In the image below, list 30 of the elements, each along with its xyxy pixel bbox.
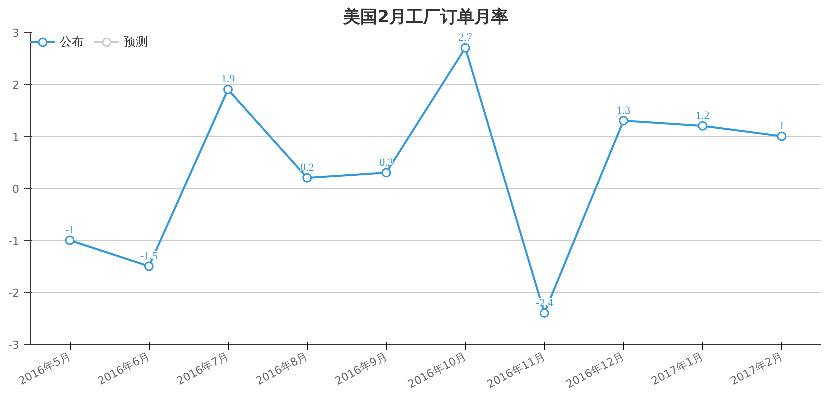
chart-title: 美国2月工厂订单月率 <box>342 8 508 28</box>
legend-label: 公布 <box>60 34 84 50</box>
data-label: 1.9 <box>221 74 236 86</box>
point <box>619 116 628 126</box>
point <box>460 43 470 53</box>
point <box>302 173 312 183</box>
data-label: 1.2 <box>696 110 710 122</box>
data-label: 2.7 <box>458 32 473 44</box>
data-label: -2.4 <box>536 297 554 310</box>
y-tick-label: -1 <box>8 235 20 248</box>
y-tick-label: 3 <box>12 27 20 40</box>
point <box>65 236 75 246</box>
y-tick-label: -2 <box>8 287 20 300</box>
legend-label: 预测 <box>124 34 148 50</box>
point <box>144 262 154 272</box>
y-tick-label: 1 <box>12 131 20 144</box>
data-label: 0.3 <box>380 156 394 169</box>
y-tick-label: 2 <box>12 79 20 92</box>
point <box>540 308 550 318</box>
point <box>777 132 787 142</box>
data-label: 0.2 <box>300 162 314 174</box>
y-tick-label: -3 <box>8 339 20 352</box>
point <box>382 168 392 178</box>
data-label: 1.3 <box>616 104 632 117</box>
data-label: -1.5 <box>140 250 158 262</box>
point <box>698 121 708 131</box>
data-label: -1 <box>65 224 75 236</box>
data-label: 1 <box>779 120 785 132</box>
point <box>224 84 233 94</box>
y-tick-label: 0 <box>12 183 20 196</box>
